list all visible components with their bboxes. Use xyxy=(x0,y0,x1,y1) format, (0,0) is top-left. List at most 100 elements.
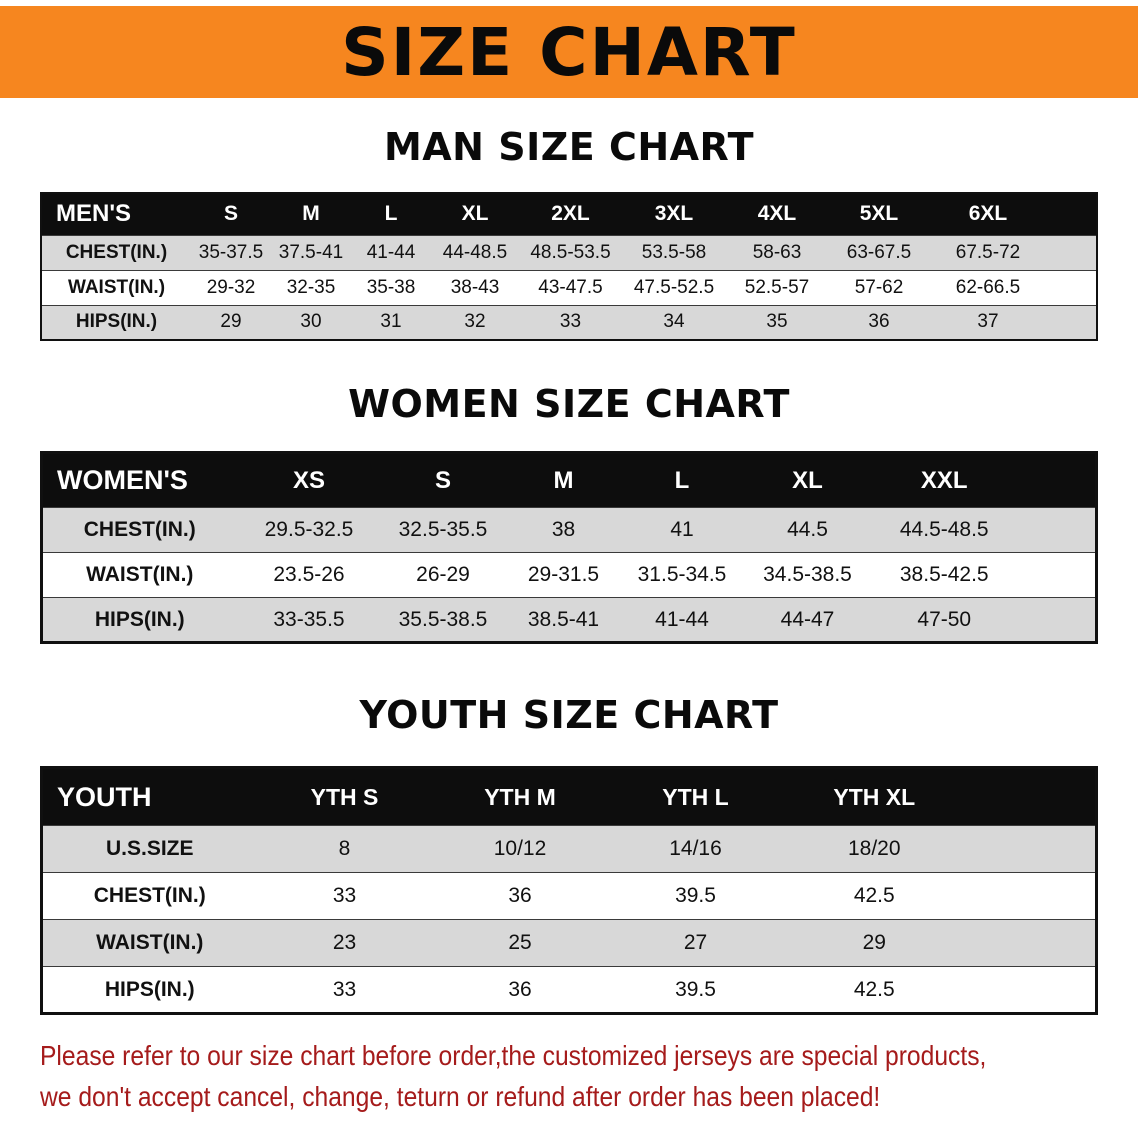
size-header-cell: XS xyxy=(236,452,382,508)
value-cell: 58-63 xyxy=(726,234,828,270)
size-header-cell: L xyxy=(622,452,742,508)
size-header-cell: XXL xyxy=(873,452,1097,508)
value-cell: 32 xyxy=(431,304,519,340)
size-header-cell: XL xyxy=(741,452,874,508)
men-size-section: MAN SIZE CHART MEN'S S M L XL 2XL 3XL 4XL 5XL 6XL… xyxy=(0,124,1138,341)
value-cell: 27 xyxy=(607,919,784,967)
value-cell: 31.5-34.5 xyxy=(622,552,742,598)
size-chart-banner: SIZE CHART xyxy=(0,6,1138,98)
value-cell: 67.5-72 xyxy=(930,234,1097,270)
row-label-cell: WAIST(IN.) xyxy=(41,919,257,967)
women-size-section: WOMEN SIZE CHART WOMEN'S XS S M L XL XXL CHEST(… xyxy=(0,381,1138,644)
table-row: CHEST(IN.) 35-37.5 37.5-41 41-44 44-48.5 48.5… xyxy=(41,234,1097,270)
value-cell: 62-66.5 xyxy=(930,269,1097,305)
value-cell: 41-44 xyxy=(622,597,742,643)
row-label-cell: WAIST(IN.) xyxy=(41,269,191,305)
size-header-cell: S xyxy=(191,193,271,235)
value-cell: 42.5 xyxy=(783,966,1097,1014)
size-header-cell: YTH S xyxy=(256,767,433,826)
youth-size-table: YOUTH YTH S YTH M YTH L YTH XL U.S.SIZE 8 10/12… xyxy=(40,766,1098,1015)
row-label-cell: CHEST(IN.) xyxy=(41,872,257,920)
table-header-row: MEN'S S M L XL 2XL 3XL 4XL 5XL 6XL xyxy=(41,193,1097,235)
table-title-cell: YOUTH xyxy=(41,767,257,826)
disclaimer: Please refer to our size chart before or… xyxy=(40,1035,1098,1117)
value-cell: 52.5-57 xyxy=(726,269,828,305)
men-size-table: MEN'S S M L XL 2XL 3XL 4XL 5XL 6XL CHEST(IN.) 35-37… xyxy=(40,192,1098,341)
value-cell: 33-35.5 xyxy=(236,597,382,643)
value-cell: 42.5 xyxy=(783,872,1097,920)
value-cell: 44.5 xyxy=(741,507,874,553)
value-cell: 38.5-41 xyxy=(504,597,623,643)
disclaimer-line-2: we don't accept cancel, change, teturn o… xyxy=(40,1081,881,1112)
size-header-cell: L xyxy=(351,193,431,235)
value-cell: 30 xyxy=(271,304,351,340)
table-row: HIPS(IN.) 33 36 39.5 42.5 xyxy=(41,966,1097,1014)
row-label-cell: CHEST(IN.) xyxy=(41,507,237,553)
value-cell: 37.5-41 xyxy=(271,234,351,270)
size-header-cell: 3XL xyxy=(622,193,726,235)
value-cell: 25 xyxy=(432,919,608,967)
value-cell: 33 xyxy=(256,966,433,1014)
value-cell: 23 xyxy=(256,919,433,967)
value-cell: 36 xyxy=(432,966,608,1014)
size-header-cell: XL xyxy=(431,193,519,235)
value-cell: 57-62 xyxy=(828,269,930,305)
value-cell: 29-31.5 xyxy=(504,552,623,598)
row-label-cell: WAIST(IN.) xyxy=(41,552,237,598)
size-header-cell: 2XL xyxy=(519,193,622,235)
table-row: HIPS(IN.) 29 30 31 32 33 34 35 36 37 xyxy=(41,304,1097,340)
women-size-table: WOMEN'S XS S M L XL XXL CHEST(IN.) 29.5-32.5 32.5… xyxy=(40,451,1098,644)
disclaimer-line-1: Please refer to our size chart before or… xyxy=(40,1040,987,1071)
size-header-cell: M xyxy=(271,193,351,235)
youth-section-heading: YOUTH SIZE CHART xyxy=(359,693,779,737)
size-header-cell: YTH XL xyxy=(783,767,1097,826)
value-cell: 14/16 xyxy=(607,825,784,873)
value-cell: 10/12 xyxy=(432,825,608,873)
table-row: CHEST(IN.) 29.5-32.5 32.5-35.5 38 41 44.5 44.5… xyxy=(41,507,1097,553)
table-row: WAIST(IN.) 29-32 32-35 35-38 38-43 43-47.5 47.… xyxy=(41,269,1097,305)
value-cell: 35.5-38.5 xyxy=(381,597,505,643)
size-header-cell: 4XL xyxy=(726,193,828,235)
value-cell: 35 xyxy=(726,304,828,340)
value-cell: 39.5 xyxy=(607,872,784,920)
table-header-row: WOMEN'S XS S M L XL XXL xyxy=(41,452,1097,508)
table-title-cell: MEN'S xyxy=(41,193,191,235)
men-section-heading: MAN SIZE CHART xyxy=(383,125,755,169)
value-cell: 18/20 xyxy=(783,825,1097,873)
size-header-cell: 5XL xyxy=(828,193,930,235)
value-cell: 47.5-52.5 xyxy=(622,269,726,305)
value-cell: 41 xyxy=(622,507,742,553)
value-cell: 44-48.5 xyxy=(431,234,519,270)
table-row: WAIST(IN.) 23.5-26 26-29 29-31.5 31.5-34.5 34… xyxy=(41,552,1097,598)
value-cell: 47-50 xyxy=(873,597,1097,643)
value-cell: 44.5-48.5 xyxy=(873,507,1097,553)
value-cell: 26-29 xyxy=(381,552,505,598)
table-row: U.S.SIZE 8 10/12 14/16 18/20 xyxy=(41,825,1097,873)
value-cell: 8 xyxy=(256,825,433,873)
value-cell: 37 xyxy=(930,304,1097,340)
banner-title: SIZE CHART xyxy=(341,13,797,91)
row-label-cell: CHEST(IN.) xyxy=(41,234,191,270)
value-cell: 32.5-35.5 xyxy=(381,507,505,553)
value-cell: 23.5-26 xyxy=(236,552,382,598)
value-cell: 35-38 xyxy=(351,269,431,305)
value-cell: 41-44 xyxy=(351,234,431,270)
row-label-cell: HIPS(IN.) xyxy=(41,304,191,340)
value-cell: 29 xyxy=(191,304,271,340)
value-cell: 53.5-58 xyxy=(622,234,726,270)
row-label-cell: HIPS(IN.) xyxy=(41,966,257,1014)
size-header-cell: 6XL xyxy=(930,193,1097,235)
size-header-cell: YTH L xyxy=(607,767,784,826)
value-cell: 32-35 xyxy=(271,269,351,305)
value-cell: 33 xyxy=(519,304,622,340)
value-cell: 36 xyxy=(828,304,930,340)
value-cell: 39.5 xyxy=(607,966,784,1014)
value-cell: 34.5-38.5 xyxy=(741,552,874,598)
row-label-cell: HIPS(IN.) xyxy=(41,597,237,643)
value-cell: 31 xyxy=(351,304,431,340)
value-cell: 44-47 xyxy=(741,597,874,643)
value-cell: 43-47.5 xyxy=(519,269,622,305)
value-cell: 33 xyxy=(256,872,433,920)
size-header-cell: S xyxy=(381,452,505,508)
women-section-heading: WOMEN SIZE CHART xyxy=(348,382,790,426)
